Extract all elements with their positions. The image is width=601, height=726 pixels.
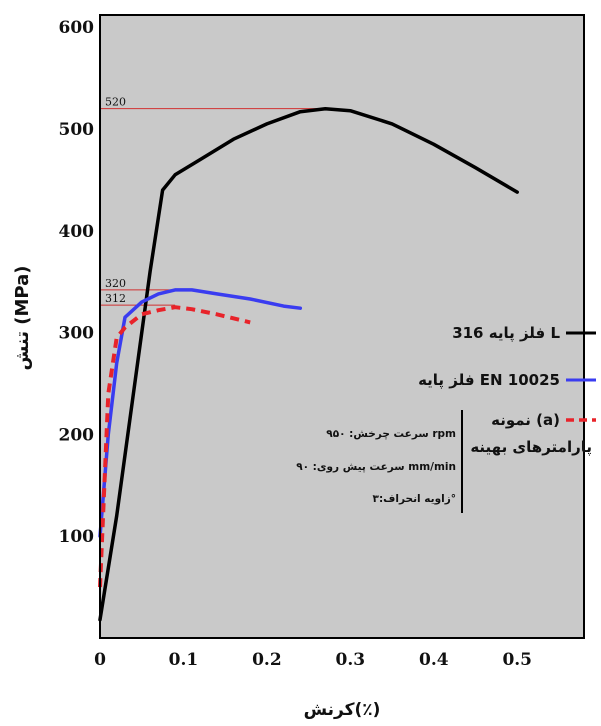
legend: فلز پایه 316 L فلز پایه EN 10025 نمونه (… — [296, 324, 596, 513]
reference-label-2: 312 — [105, 292, 126, 305]
y-tick-label-5: 600 — [59, 18, 95, 38]
x-tick-label-5: 0.5 — [502, 650, 532, 670]
series-line-1 — [98, 288, 303, 538]
legend-label-316L: فلز پایه 316 L — [452, 324, 560, 343]
series-group — [98, 106, 519, 622]
y-axis-label: تنش (MPa) — [12, 265, 33, 370]
legend-label-en10025: فلز پایه EN 10025 — [418, 371, 560, 390]
y-tick-label-2: 300 — [59, 324, 95, 344]
y-tick-labels: 100 200 300 400 500 600 — [59, 18, 95, 547]
legend-entry-sample-a: نمونه (a) — [491, 411, 596, 429]
legend-label-sample-a: نمونه (a) — [491, 411, 560, 429]
series-line-2 — [98, 305, 251, 588]
x-tick-label-0: 0 — [94, 650, 106, 670]
param-line-tilt: زاویه انحراف:۳° — [373, 493, 456, 505]
reference-label-0: 520 — [105, 96, 126, 109]
y-tick-label-1: 200 — [59, 425, 95, 445]
legend-note-heading: پارامترهای بهینه — [470, 438, 592, 457]
plot-frame — [99, 14, 585, 639]
y-tick-label-0: 100 — [59, 527, 95, 547]
x-tick-label-1: 0.1 — [169, 650, 199, 670]
y-tick-label-4: 500 — [59, 120, 95, 140]
y-tick-label-3: 400 — [59, 222, 95, 242]
x-tick-label-4: 0.4 — [419, 650, 449, 670]
x-tick-labels: 0 0.1 0.2 0.3 0.4 0.5 — [94, 650, 532, 670]
x-tick-label-3: 0.3 — [336, 650, 366, 670]
param-line-feed: سرعت پیش روی: ۹۰ mm/min — [296, 461, 456, 473]
x-axis-label: کرنش(٪) — [304, 700, 381, 720]
plot-area — [100, 15, 584, 638]
x-tick-label-2: 0.2 — [252, 650, 282, 670]
legend-entry-316L: فلز پایه 316 L — [452, 324, 596, 343]
series-line-0 — [98, 106, 519, 622]
param-line-rotation: سرعت چرخش: ۹۵۰ rpm — [326, 428, 456, 440]
legend-entry-en10025: فلز پایه EN 10025 — [418, 371, 596, 390]
reference-label-1: 320 — [105, 277, 126, 290]
